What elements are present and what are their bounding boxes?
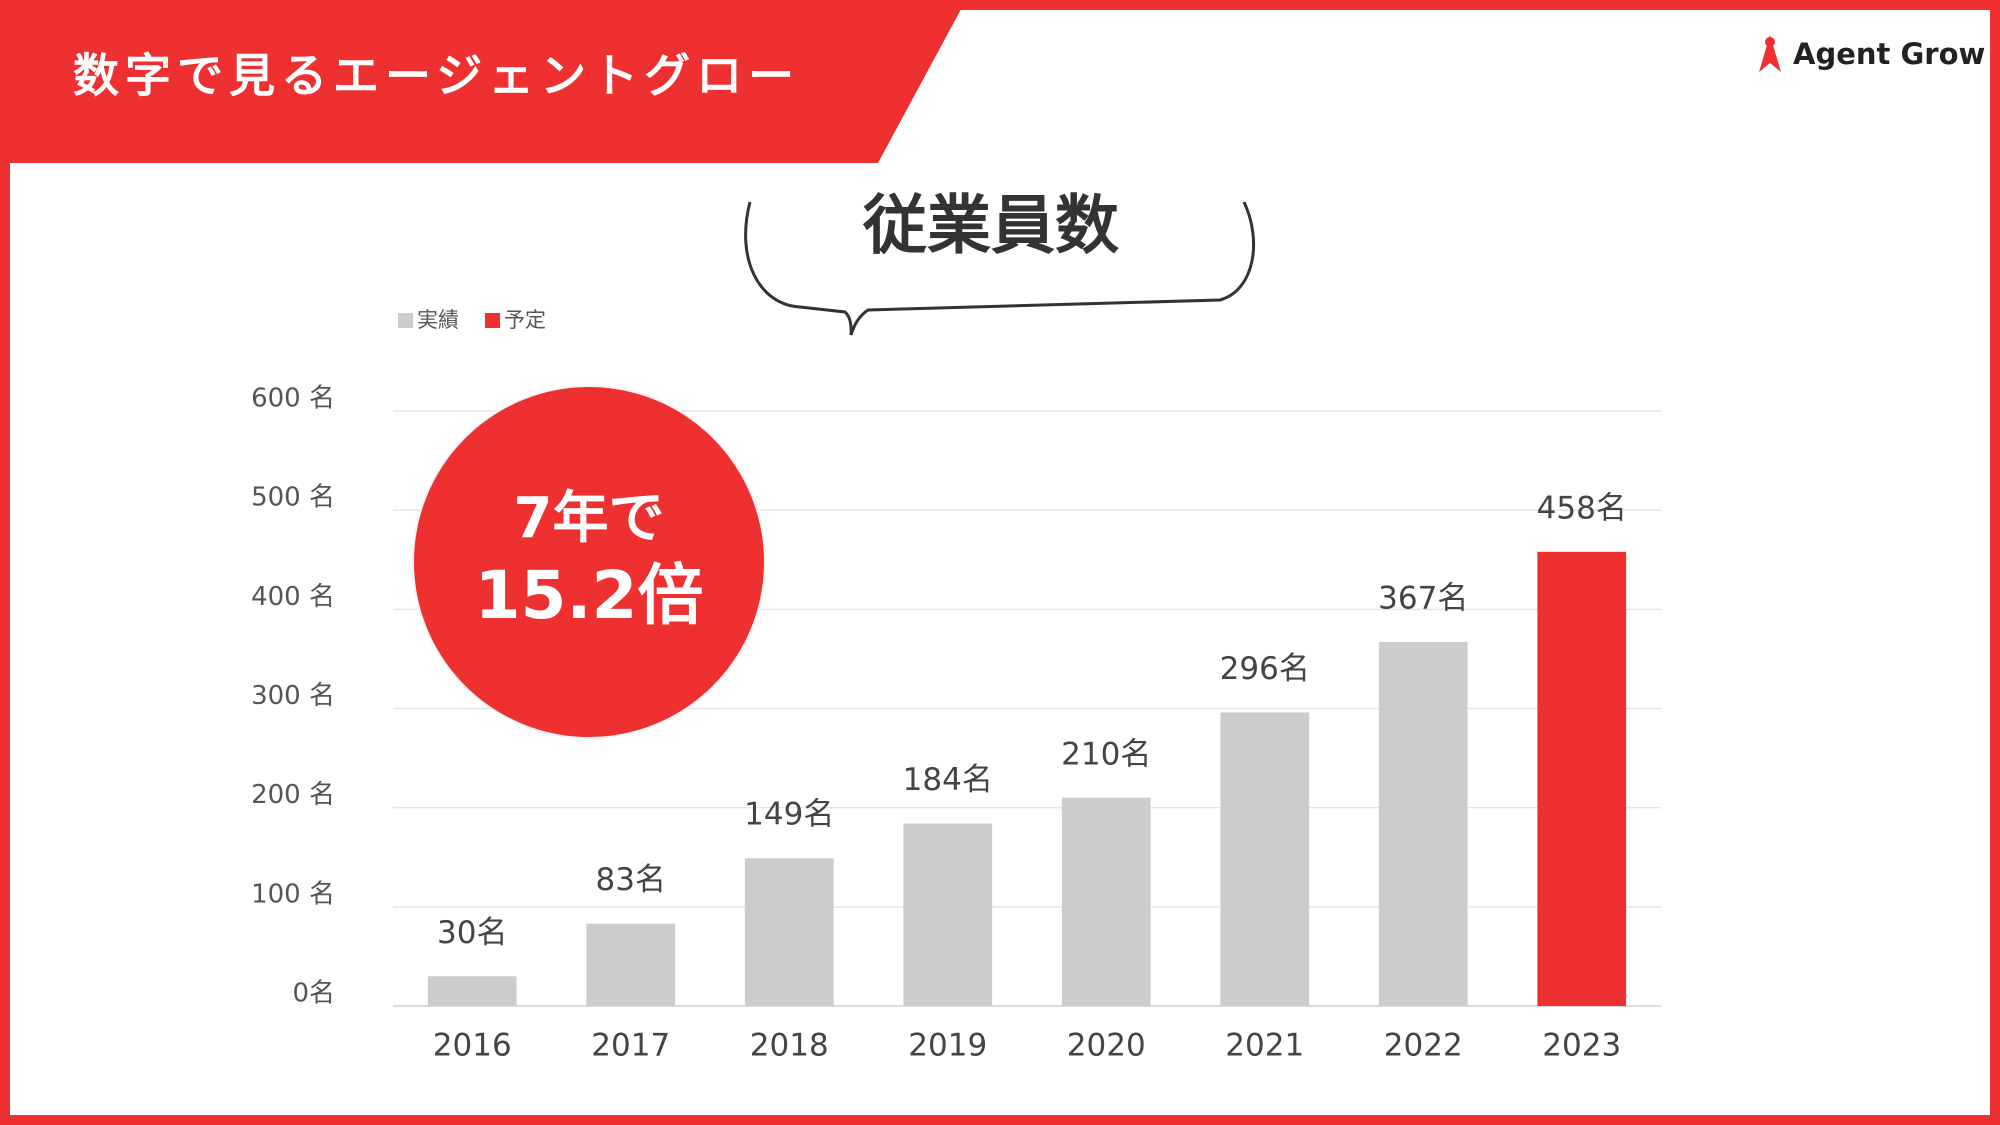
bar [427,976,517,1006]
bar [1537,551,1627,1006]
x-tick-label: 2022 [1384,1028,1463,1064]
y-tick-label: 500 名 [251,483,335,513]
plot: 0名 100 名 200 名 300 名 400 名 500 名 600 名 実績 予定 2016… [251,308,1661,1064]
y-tick-label: 300 名 [251,681,335,711]
value-label: 367名 [1378,581,1468,617]
legend-label: 予定 [504,308,546,332]
bar [903,823,993,1006]
header-title: 数字で見るエージェントグロー [73,49,800,103]
x-tick-label: 2023 [1542,1028,1621,1064]
x-tick-label: 2017 [591,1028,670,1064]
value-label: 210名 [1061,736,1151,772]
legend-swatch [485,313,500,328]
value-label: 184名 [903,762,993,798]
value-label: 296名 [1220,651,1310,687]
logo: Agent Grow [1793,37,1985,71]
chart-title: 従業員数 [862,190,1119,264]
x-tick-label: 2019 [908,1028,987,1064]
legend-label: 実績 [417,308,459,332]
y-tick-label: 0名 [292,979,335,1009]
y-tick-label: 200 名 [251,780,335,810]
header-band [0,0,966,163]
logo-icon [1759,35,1781,72]
x-tick-label: 2021 [1225,1028,1304,1064]
value-label: 83名 [596,862,666,898]
callout-line: 7年で [514,486,665,551]
logo-dot [1765,37,1775,47]
callout-line: 15.2倍 [475,557,704,634]
bar [744,858,834,1006]
bar [586,923,676,1006]
value-label: 30名 [437,915,507,951]
value-label: 149名 [744,797,834,833]
bar [1061,797,1151,1006]
y-tick-label: 100 名 [251,879,335,909]
value-label: 458名 [1537,490,1627,526]
x-tick-label: 2018 [750,1028,829,1064]
callout-circle [412,385,766,739]
bar [1220,712,1310,1006]
speech-bubble [744,201,1256,336]
bar [1378,642,1468,1006]
y-tick-label: 600 名 [251,384,335,414]
x-tick-label: 2020 [1067,1028,1146,1064]
canvas [10,10,1990,1115]
x-tick-label: 2016 [433,1028,512,1064]
y-tick-label: 400 名 [251,582,335,612]
legend-swatch [398,313,413,328]
